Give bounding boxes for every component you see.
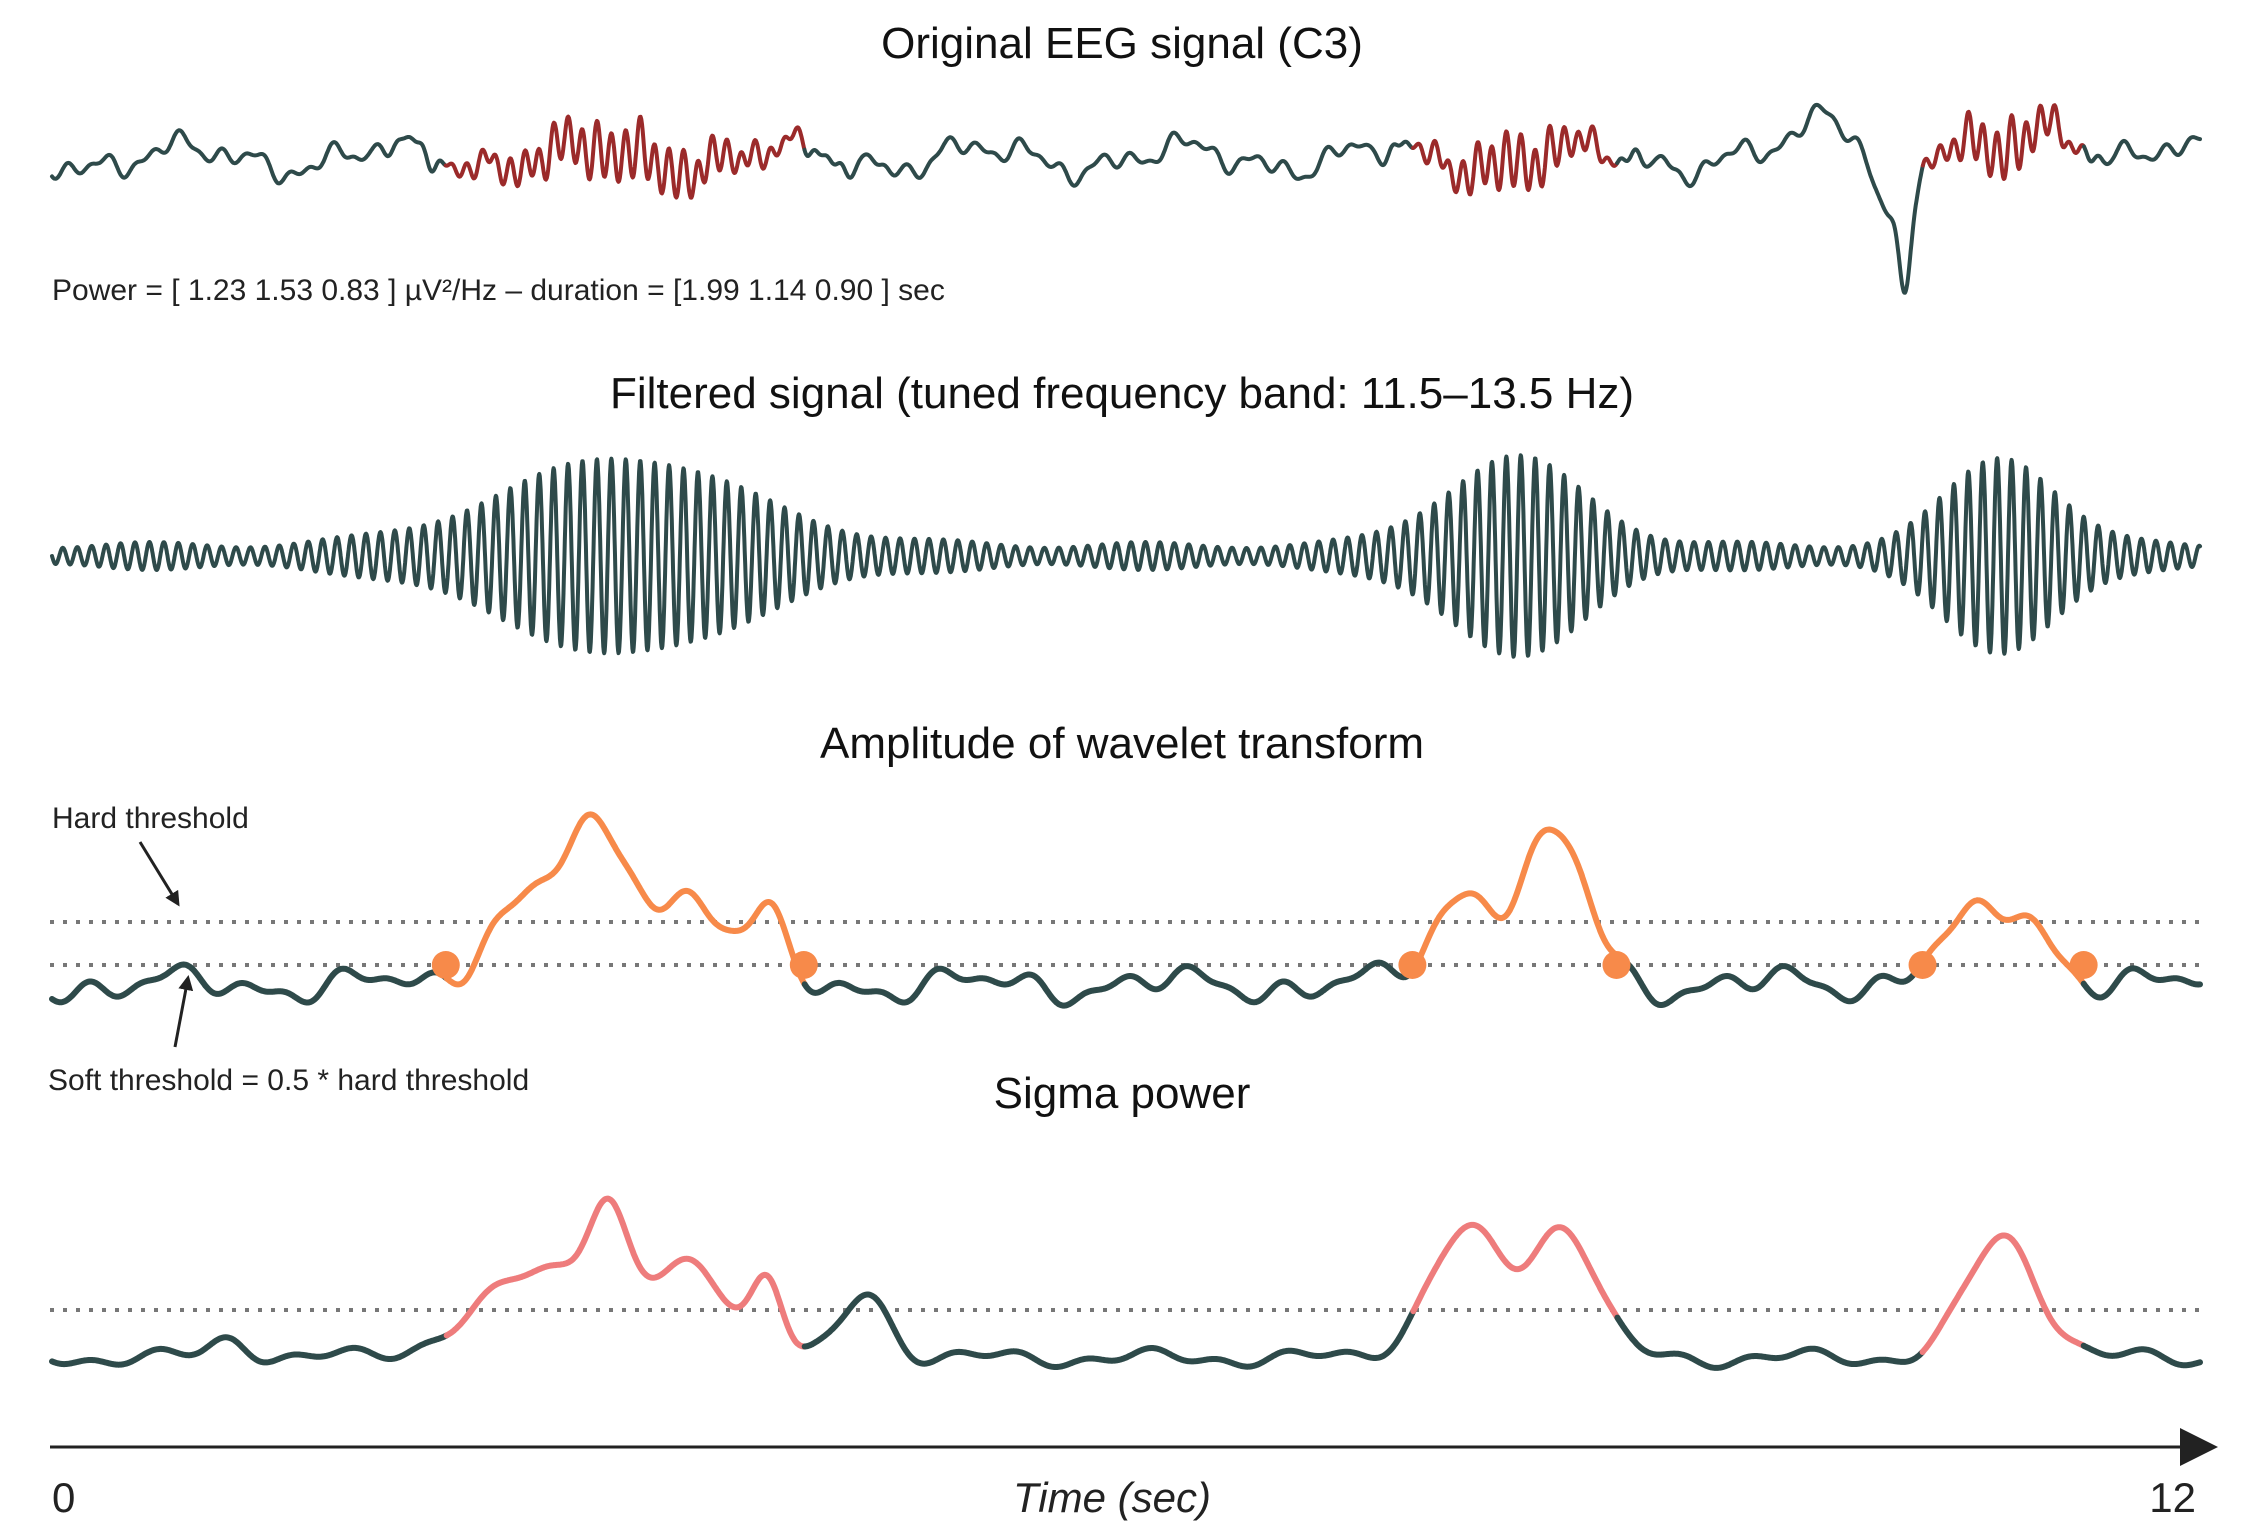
time-axis-title: Time (sec) (1013, 1474, 1211, 1521)
threshold-crossing-marker-1-start (1398, 951, 1427, 979)
hard-threshold-arrow (138, 841, 180, 907)
eeg-background-segment-0 (50, 128, 448, 186)
threshold-crossing-marker-2-start (1908, 951, 1937, 979)
eeg-background-segment-4 (1615, 102, 1925, 295)
wavelet-panel-title: Amplitude of wavelet transform (820, 719, 1424, 768)
sigma-trace-group (49, 1195, 2203, 1371)
filtered-panel-title: Filtered signal (tuned frequency band: 1… (610, 369, 1634, 418)
wavelet-background-segment-4 (1614, 952, 1926, 1008)
panel-sigma: Sigma power (49, 1069, 2203, 1371)
sigma-spindle-segment-5 (1919, 1232, 2087, 1355)
hard-threshold-label: Hard threshold (52, 802, 249, 835)
panel-wavelet: Amplitude of wavelet transform Hard thre… (48, 719, 2203, 1097)
sigma-spindle-segment-3 (1410, 1221, 1621, 1321)
time-axis: 0 Time (sec) 12 (50, 1428, 2218, 1521)
sigma-panel-title: Sigma power (994, 1069, 1251, 1118)
filtered-trace-group (50, 453, 2202, 659)
eeg-background-segment-2 (802, 130, 1416, 188)
eeg-spindle-segment-5 (1920, 103, 2086, 181)
threshold-crossing-marker-0-end (789, 951, 818, 979)
panel-eeg: Original EEG signal (C3) Power = [ 1.23 … (50, 19, 2202, 307)
eeg-trace-group (50, 102, 2202, 295)
threshold-crossing-marker-2-end (2069, 951, 2098, 979)
panel-filtered: Filtered signal (tuned frequency band: 1… (50, 369, 2202, 659)
soft-threshold-arrow (173, 975, 194, 1048)
eeg-spindle-segment-3 (1411, 123, 1620, 197)
filtered-signal-segment-0 (50, 453, 2202, 659)
sigma-background-segment-4 (1614, 1314, 1926, 1371)
eeg-spindle-segment-1 (443, 114, 807, 200)
eeg-background-segment-6 (2082, 135, 2202, 167)
wavelet-trace-group (49, 811, 2203, 1009)
time-axis-start-label: 0 (52, 1474, 75, 1521)
wavelet-spindle-segment-1 (443, 811, 808, 988)
soft-threshold-label: Soft threshold = 0.5 * hard threshold (48, 1064, 529, 1097)
eeg-panel-title: Original EEG signal (C3) (881, 19, 1363, 68)
wavelet-crossing-markers (431, 951, 2098, 979)
wavelet-background-segment-2 (801, 959, 1417, 1009)
wavelet-spindle-segment-3 (1410, 826, 1621, 973)
sigma-background-segment-0 (49, 1332, 450, 1368)
time-axis-arrowhead (2180, 1428, 2218, 1466)
sigma-background-segment-6 (2080, 1342, 2203, 1369)
wavelet-background-segment-6 (2080, 965, 2203, 1001)
threshold-crossing-marker-1-end (1602, 951, 1631, 979)
sigma-background-segment-2 (801, 1291, 1417, 1370)
sigma-spindle-segment-1 (443, 1195, 808, 1350)
wavelet-spindle-segment-5 (1919, 897, 2087, 987)
time-axis-end-label: 12 (2149, 1474, 2196, 1521)
threshold-crossing-marker-0-start (431, 951, 460, 979)
wavelet-background-segment-0 (49, 961, 450, 1006)
eeg-power-duration-annotation: Power = [ 1.23 1.53 0.83 ] µV²/Hz – dura… (52, 274, 945, 307)
